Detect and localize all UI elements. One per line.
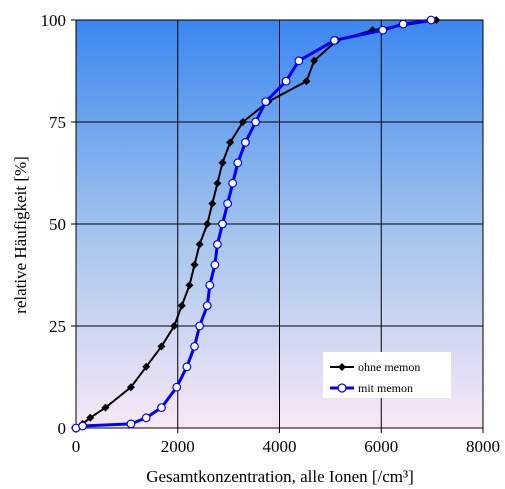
y-tick-label: 25 xyxy=(49,317,66,336)
legend-marker-ohne-memon xyxy=(338,363,346,371)
data-point-mit-memon xyxy=(126,419,136,429)
data-point-mit-memon xyxy=(205,280,215,290)
legend-marker-mit-memon xyxy=(337,383,347,393)
data-point-mit-memon xyxy=(218,219,227,229)
data-point-ohne-memon xyxy=(302,77,311,86)
data-point-mit-memon xyxy=(330,36,339,45)
data-point-mit-memon xyxy=(233,158,243,168)
data-point-mit-memon xyxy=(281,76,291,86)
data-point-mit-memon xyxy=(223,199,233,209)
series-group xyxy=(71,15,441,433)
data-point-ohne-memon xyxy=(213,179,222,188)
data-point-ohne-memon xyxy=(142,362,151,371)
data-point-mit-memon xyxy=(157,403,166,413)
series-line-ohne-memon xyxy=(75,19,437,429)
data-point-mit-memon xyxy=(213,239,222,249)
data-point-mit-memon xyxy=(241,137,250,147)
data-point-mit-memon xyxy=(182,362,192,372)
data-point-mit-memon xyxy=(294,56,304,66)
data-point-mit-memon xyxy=(398,19,408,29)
legend-label-mit-memon: mit memon xyxy=(358,381,413,395)
data-point-ohne-memon xyxy=(190,260,199,269)
data-point-mit-memon xyxy=(172,382,182,392)
data-point-ohne-memon xyxy=(170,322,179,330)
data-point-ohne-memon xyxy=(310,56,319,65)
x-tick-label: 2000 xyxy=(161,437,195,456)
y-tick-label: 0 xyxy=(58,419,67,438)
series-ohne-memon xyxy=(72,16,441,432)
x-axis-title: Gesamtkonzentration, alle Ionen [/cm³] xyxy=(146,467,414,486)
data-point-ohne-memon xyxy=(226,138,235,147)
data-point-ohne-memon xyxy=(185,281,194,290)
data-point-mit-memon xyxy=(195,321,205,331)
y-axis-title: relative Häufigkeit [%] xyxy=(11,156,30,314)
data-point-ohne-memon xyxy=(101,403,110,412)
y-tick-label: 100 xyxy=(41,11,67,30)
y-tick-label: 50 xyxy=(49,215,66,234)
data-point-mit-memon xyxy=(251,117,260,127)
data-point-mit-memon xyxy=(78,421,88,431)
data-point-ohne-memon xyxy=(238,118,247,126)
x-tick-label: 8000 xyxy=(466,437,500,456)
legend: ohne memon mit memon xyxy=(323,352,451,398)
data-point-ohne-memon xyxy=(203,220,212,228)
y-tick-label: 75 xyxy=(49,113,66,132)
series-mit-memon xyxy=(71,15,436,433)
data-point-mit-memon xyxy=(426,15,436,25)
data-point-ohne-memon xyxy=(86,413,95,422)
x-tick-label: 4000 xyxy=(263,437,297,456)
data-point-ohne-memon xyxy=(218,158,227,167)
x-tick-label: 6000 xyxy=(364,437,398,456)
data-point-mit-memon xyxy=(261,97,271,106)
data-point-ohne-memon xyxy=(157,342,166,351)
data-point-ohne-memon xyxy=(177,301,186,310)
data-point-mit-memon xyxy=(210,260,220,270)
data-point-mit-memon xyxy=(378,25,388,35)
legend-label-ohne-memon: ohne memon xyxy=(358,360,420,374)
data-point-ohne-memon xyxy=(195,240,204,249)
data-point-ohne-memon xyxy=(126,383,135,392)
data-point-mit-memon xyxy=(190,342,199,351)
x-tick-label: 0 xyxy=(72,437,81,456)
data-point-ohne-memon xyxy=(208,199,217,208)
data-point-mit-memon xyxy=(141,413,151,423)
data-point-mit-memon xyxy=(202,301,212,311)
data-point-mit-memon xyxy=(228,178,238,188)
